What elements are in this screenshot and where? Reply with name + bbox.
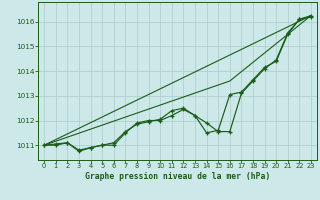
X-axis label: Graphe pression niveau de la mer (hPa): Graphe pression niveau de la mer (hPa) — [85, 172, 270, 181]
